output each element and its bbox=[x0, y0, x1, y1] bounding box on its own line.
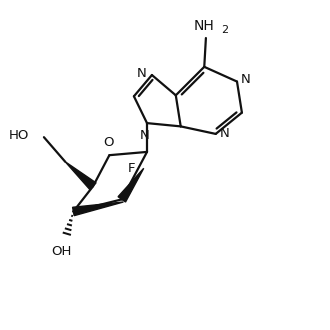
Text: OH: OH bbox=[52, 245, 72, 258]
Text: O: O bbox=[104, 136, 114, 148]
Text: N: N bbox=[136, 67, 146, 80]
Text: N: N bbox=[220, 127, 229, 140]
Text: N: N bbox=[241, 73, 251, 86]
Text: HO: HO bbox=[9, 129, 29, 142]
Text: NH: NH bbox=[194, 19, 214, 33]
Polygon shape bbox=[65, 162, 96, 190]
Polygon shape bbox=[118, 168, 144, 202]
Text: F: F bbox=[128, 162, 136, 175]
Text: N: N bbox=[140, 129, 150, 142]
Text: 2: 2 bbox=[222, 25, 229, 35]
Polygon shape bbox=[73, 202, 123, 215]
